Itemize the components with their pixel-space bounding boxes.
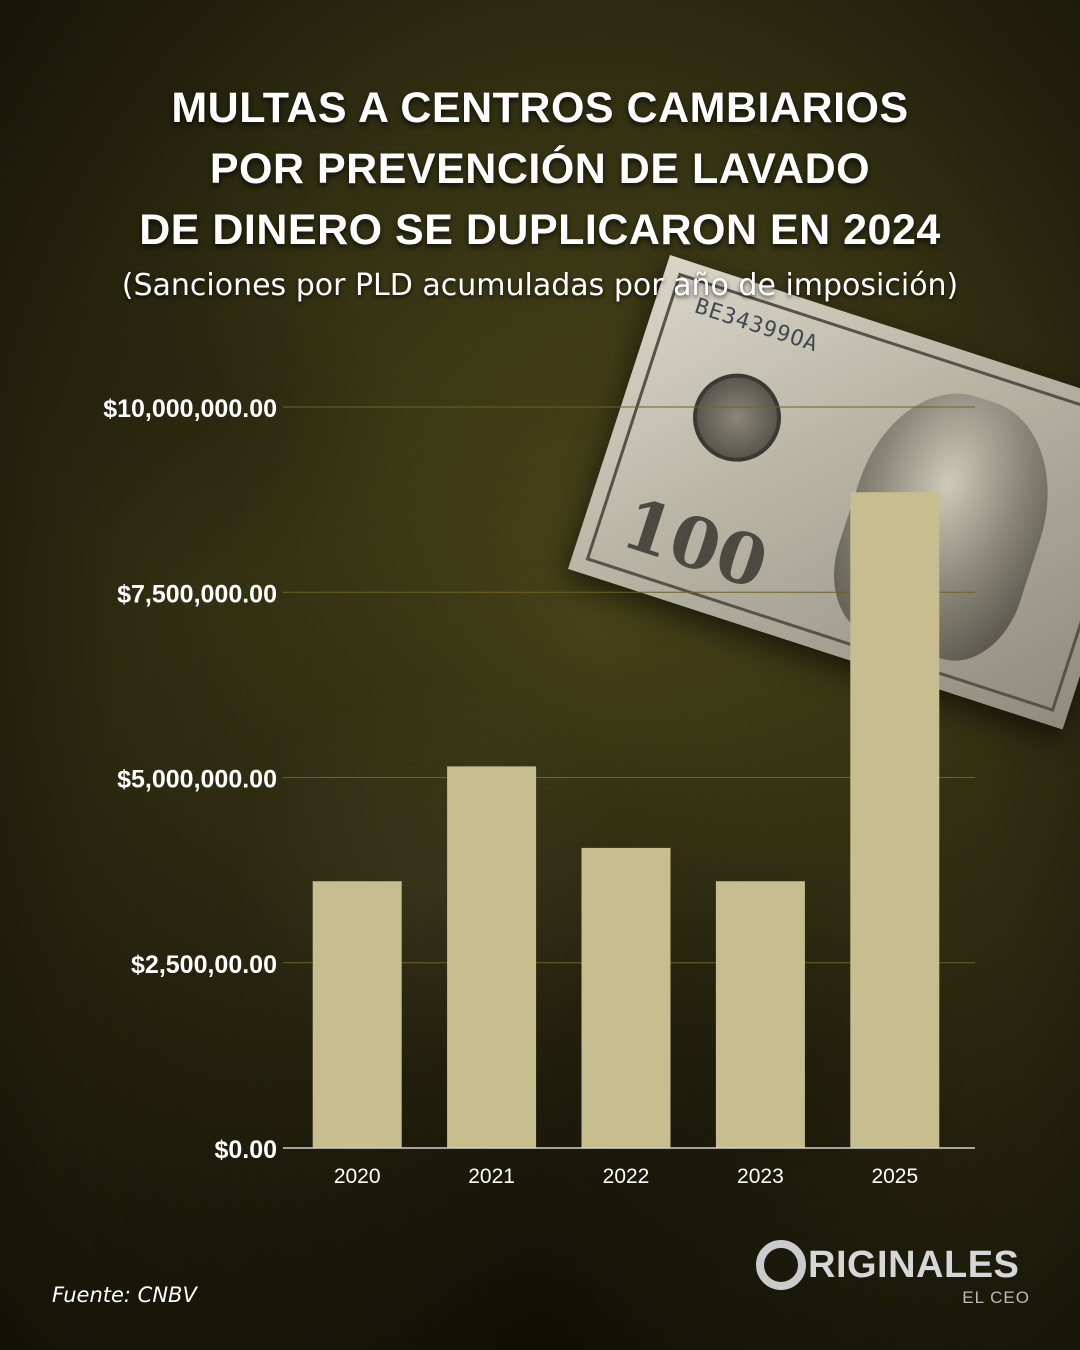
bar xyxy=(850,492,940,1149)
x-tick-label: 2020 xyxy=(334,1165,381,1188)
source-note: Fuente: CNBV xyxy=(52,1283,197,1307)
y-tick-label: $7,500,000.00 xyxy=(117,580,277,608)
x-tick-label: 2021 xyxy=(468,1165,515,1188)
x-tick-label: 2025 xyxy=(871,1165,918,1188)
title-line-2: POR PREVENCIÓN DE LAVADO xyxy=(209,145,871,193)
y-tick-label: $0.00 xyxy=(214,1136,277,1164)
x-tick-label: 2022 xyxy=(603,1165,650,1188)
y-tick-label: $10,000,000.00 xyxy=(103,395,277,423)
brand-sub: EL CEO xyxy=(962,1288,1030,1307)
x-tick-label: 2023 xyxy=(737,1165,784,1188)
bar xyxy=(447,766,537,1148)
brand-o-icon xyxy=(756,1240,806,1290)
y-tick-label: $5,000,000.00 xyxy=(117,766,277,794)
title-line-3: DE DINERO SE DUPLICARON EN 2024 xyxy=(139,206,941,254)
bar xyxy=(312,881,402,1148)
chart-title: MULTAS A CENTROS CAMBIARIOS POR PREVENCI… xyxy=(0,78,1080,261)
brand-name: RIGINALES xyxy=(808,1244,1020,1286)
bar xyxy=(581,847,671,1148)
y-tick-label: $2,500,00.00 xyxy=(131,951,277,979)
brand-logo: RIGINALES EL CEO xyxy=(756,1238,1036,1318)
title-line-1: MULTAS A CENTROS CAMBIARIOS xyxy=(171,84,909,132)
bar xyxy=(715,881,805,1148)
chart-subtitle: (Sanciones por PLD acumuladas por año de… xyxy=(121,268,959,303)
